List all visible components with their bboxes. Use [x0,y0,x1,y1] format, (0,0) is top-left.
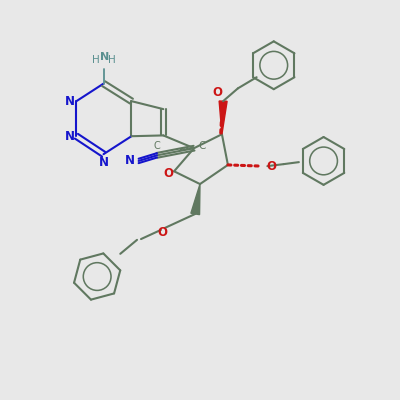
Text: N: N [65,130,75,143]
Polygon shape [219,101,227,134]
Polygon shape [191,184,200,215]
Text: O: O [157,226,167,239]
Text: N: N [98,156,108,169]
Text: C: C [154,141,161,151]
Text: N: N [125,154,135,168]
Text: C: C [198,141,205,151]
Text: H: H [92,55,100,65]
Text: H: H [108,55,116,65]
Text: O: O [212,86,222,99]
Text: N: N [65,95,75,108]
Text: O: O [164,167,174,180]
Text: N: N [100,52,109,62]
Text: O: O [266,160,276,173]
